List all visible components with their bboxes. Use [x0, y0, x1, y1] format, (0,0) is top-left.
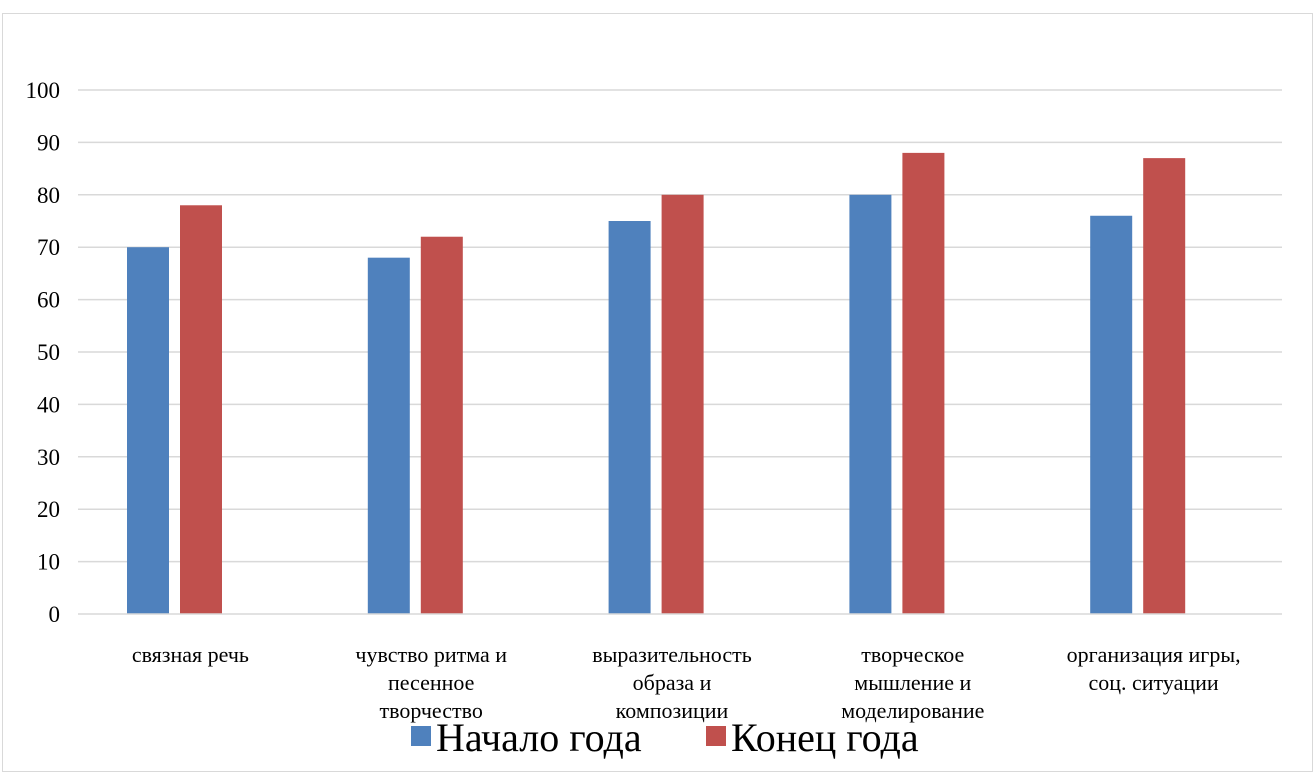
y-tick-label: 90 — [37, 130, 60, 155]
bar-end-0 — [180, 205, 222, 614]
gridlines — [78, 89, 1282, 563]
x-category-line: организация игры, — [1067, 642, 1241, 667]
x-category-line: соц. ситуации — [1088, 670, 1218, 695]
x-category-label: чувство ритма и песенное творчество — [355, 642, 507, 723]
bars — [127, 152, 1186, 615]
bar-start-2 — [608, 221, 651, 614]
bar-start-1 — [367, 257, 410, 614]
y-tick-label: 100 — [26, 78, 61, 103]
x-category-line: моделирование — [841, 698, 984, 723]
x-category-line: выразительность — [592, 642, 752, 667]
legend-label-end: Конец года — [731, 715, 919, 760]
y-tick-label: 30 — [37, 445, 60, 470]
bar-end-1 — [420, 236, 463, 614]
legend-swatch-start — [411, 726, 431, 746]
x-category-line: композиции — [616, 698, 729, 723]
x-category-line: песенное — [388, 670, 474, 695]
bar-end-3 — [902, 152, 945, 614]
x-category-line: мышление и — [854, 670, 971, 695]
y-axis-ticks: 0 10 20 30 40 50 60 70 80 90 100 — [26, 78, 61, 627]
y-tick-label: 50 — [37, 340, 60, 365]
bar-start-0 — [127, 247, 169, 614]
y-tick-label: 10 — [37, 550, 60, 575]
bar-end-4 — [1143, 158, 1186, 614]
x-category-line: образа и — [633, 670, 712, 695]
x-category-label: творческое мышление и моделирование — [841, 642, 984, 723]
legend-swatch-end — [706, 726, 726, 746]
x-category-line: творческое — [861, 642, 964, 667]
y-tick-label: 20 — [37, 497, 60, 522]
x-category-label: выразительность образа и композиции — [592, 642, 752, 723]
x-category-line: связная речь — [132, 642, 249, 667]
bar-end-2 — [661, 194, 704, 615]
bar-start-4 — [1090, 215, 1133, 614]
x-category-line: творчество — [380, 698, 483, 723]
y-tick-label: 70 — [37, 235, 60, 260]
y-tick-label: 0 — [49, 602, 61, 627]
y-tick-label: 40 — [37, 392, 60, 417]
x-category-label: организация игры, соц. ситуации — [1067, 642, 1241, 695]
x-axis-categories: связная речь чувство ритма и песенное творч… — [132, 642, 1241, 723]
x-category-label: связная речь — [132, 642, 249, 667]
x-category-line: чувство ритма и — [355, 642, 507, 667]
legend: Начало года Конец года — [411, 715, 919, 760]
legend-label-start: Начало года — [436, 715, 642, 760]
y-tick-label: 60 — [37, 288, 60, 313]
y-tick-label: 80 — [37, 183, 60, 208]
bar-start-3 — [849, 194, 892, 615]
